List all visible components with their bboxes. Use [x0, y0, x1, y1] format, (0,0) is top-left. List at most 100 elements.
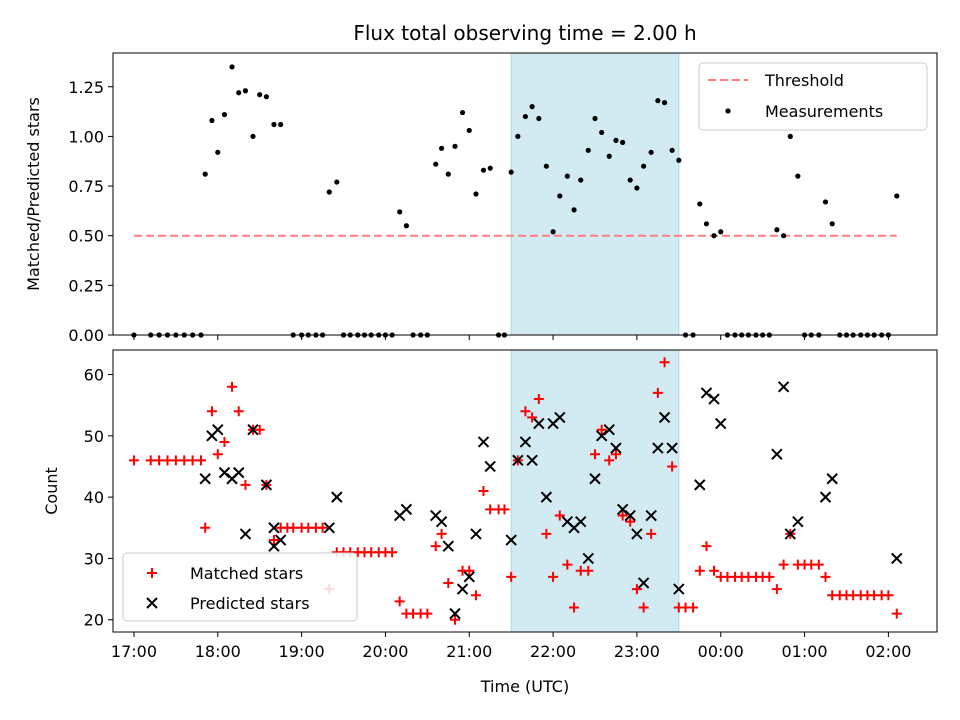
predicted-star-point: [323, 522, 335, 534]
matched-star-point: [659, 357, 670, 368]
x-tick-label: 18:00: [195, 642, 241, 661]
matched-star-point: [688, 602, 699, 613]
measurement-point: [433, 161, 439, 167]
matched-star-marker: [288, 522, 299, 533]
y-tick-label: 0.00: [68, 326, 104, 345]
predicted-star-point: [792, 515, 804, 528]
series-measurements: [131, 64, 900, 338]
matched-star-point: [604, 455, 615, 466]
y-tick-label: 1.00: [68, 127, 104, 146]
measurement-point: [529, 104, 535, 110]
predicted-star-point: [715, 417, 727, 430]
predicted-star-point: [777, 381, 790, 393]
predicted-star-point: [708, 393, 720, 405]
matched-star-marker: [240, 479, 251, 490]
predicted-star-point: [519, 436, 532, 448]
measurement-point: [676, 157, 682, 163]
matched-star-marker: [485, 504, 496, 515]
matched-star-marker: [548, 571, 559, 582]
measurement-point: [466, 127, 472, 134]
measurement-point: [550, 229, 556, 235]
measurement-point: [606, 153, 612, 159]
matched-star-point: [652, 387, 663, 398]
predicted-star-point: [540, 491, 553, 503]
matched-star-marker: [227, 381, 238, 392]
predicted-star-point: [631, 528, 643, 540]
measurement-point: [564, 173, 570, 179]
predicted-star-point: [624, 509, 636, 522]
matched-star-point: [646, 528, 657, 539]
measurement-point: [711, 233, 717, 239]
matched-star-point: [317, 522, 328, 533]
measurement-point: [334, 179, 340, 185]
matched-star-marker: [162, 455, 173, 466]
matched-star-marker: [187, 455, 198, 466]
matched-star-marker: [820, 571, 831, 582]
measurement-point: [655, 98, 661, 104]
matched-star-marker: [527, 412, 538, 423]
matched-star-point: [667, 461, 678, 472]
matched-star-point: [219, 436, 230, 447]
matched-star-marker: [583, 565, 594, 576]
legend-predicted-label: Predicted stars: [190, 594, 310, 613]
matched-star-point: [569, 602, 580, 613]
matched-star-point: [145, 455, 156, 466]
predicted-star-point: [826, 473, 838, 485]
measurement-point: [278, 121, 284, 128]
y-axis-label: Matched/Predicted stars: [24, 97, 43, 291]
measurement-point: [536, 115, 542, 122]
measurement-point: [599, 129, 605, 136]
matched-star-point: [154, 455, 165, 466]
matched-star-marker: [541, 528, 552, 539]
matched-star-marker: [554, 510, 565, 521]
measurement-point: [403, 223, 409, 229]
matched-star-marker: [646, 528, 657, 539]
matched-star-point: [694, 565, 705, 576]
predicted-star-point: [442, 540, 455, 552]
matched-star-marker: [430, 541, 441, 552]
matched-star-point: [548, 571, 559, 582]
y-tick-label: 0.25: [68, 276, 104, 295]
matched-star-marker: [701, 541, 712, 552]
matched-star-marker: [778, 559, 789, 570]
predicted-star-point: [784, 528, 797, 540]
matched-star-point: [617, 510, 628, 521]
measurement-point: [202, 171, 208, 177]
x-tick-label: 23:00: [614, 642, 660, 661]
matched-star-marker: [450, 614, 461, 625]
top-panel: 0.00 0.25 0.50 0.75 1.00 1.25 Matched/Predicte…: [24, 52, 938, 345]
matched-star-point: [638, 602, 649, 613]
axes-frame: [112, 52, 938, 336]
measurement-point: [242, 88, 249, 94]
matched-star-point: [709, 565, 720, 576]
measurement-point: [452, 143, 458, 149]
predicted-star-point: [435, 515, 448, 528]
matched-star-point: [450, 614, 461, 625]
matched-star-point: [162, 455, 173, 466]
measurement-point: [326, 189, 332, 195]
matched-star-marker: [520, 406, 531, 417]
measurement-point: [229, 64, 235, 70]
predicted-star-point: [589, 473, 601, 485]
matched-star-marker: [254, 424, 265, 435]
predicted-star-point: [268, 522, 280, 534]
predicted-star-point: [819, 491, 832, 503]
measurement-point: [459, 109, 466, 116]
legend-measurement-swatch: [725, 108, 731, 114]
predicted-star-point: [505, 534, 517, 546]
measurement-point: [787, 133, 793, 140]
measurement-point: [613, 137, 619, 143]
predicted-star-point: [637, 577, 650, 589]
predicted-star-point: [233, 466, 245, 479]
matched-star-marker: [206, 406, 217, 417]
x-tick-label: 19:00: [279, 642, 325, 661]
matched-star-point: [520, 406, 531, 417]
predicted-star-point: [673, 583, 685, 595]
y-tick-label: 20: [84, 611, 104, 630]
measurement-point: [473, 191, 479, 197]
matched-star-marker: [470, 590, 481, 601]
measurement-point: [522, 113, 529, 120]
measurement-point: [592, 115, 598, 122]
measurement-point: [250, 133, 256, 140]
predicted-star-point: [477, 436, 490, 448]
